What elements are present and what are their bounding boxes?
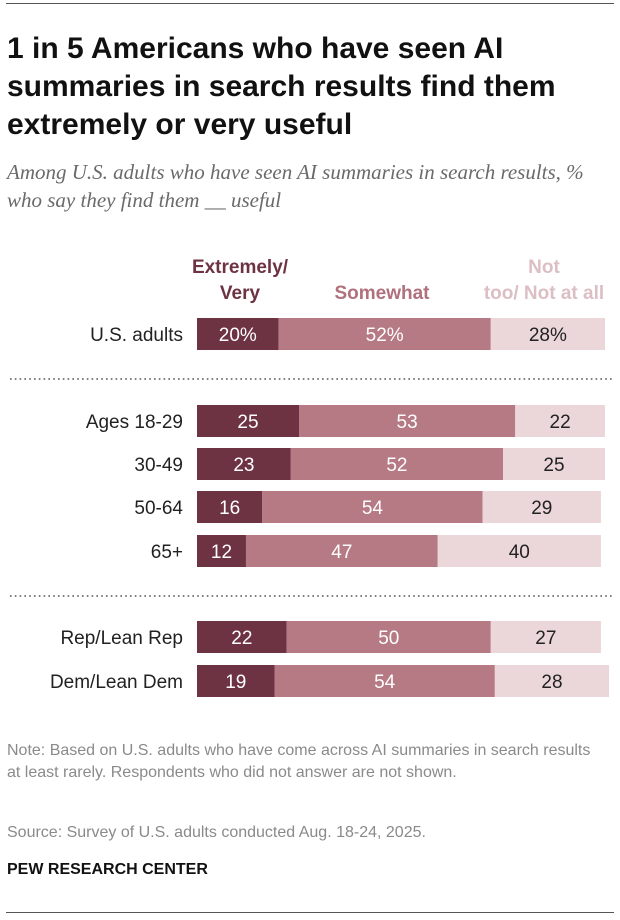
row-label: Rep/Lean Rep bbox=[60, 628, 183, 649]
bar-segment-somewhat bbox=[262, 491, 483, 523]
bar-segment-somewhat bbox=[286, 621, 491, 653]
stacked-bar-chart: Extremely/Very Somewhat Not too/ Not at all… bbox=[10, 257, 612, 697]
legend-label-extremely-very: Extremely/Very bbox=[192, 257, 289, 304]
bar-segment-extremely-very bbox=[197, 621, 287, 653]
bar-segment-not-too bbox=[490, 318, 605, 350]
data-label-somewhat: 50 bbox=[378, 628, 399, 649]
bar-segment-not-too bbox=[490, 621, 601, 653]
bar-segment-extremely-very bbox=[197, 448, 291, 480]
bar-segment-extremely-very bbox=[197, 318, 279, 350]
bar-segment-extremely-very bbox=[197, 535, 246, 567]
bar-segment-not-too bbox=[482, 491, 601, 523]
data-label-extremely-very: 23 bbox=[233, 455, 254, 476]
legend-label-somewhat: Somewhat bbox=[334, 283, 430, 304]
chart-source: Source: Survey of U.S. adults conducted … bbox=[7, 824, 426, 841]
top-rule bbox=[6, 3, 614, 4]
legend-label-not-too: Not too/ Not at all bbox=[484, 257, 604, 304]
chart-title: 1 in 5 Americans who have seen AI summar… bbox=[7, 32, 556, 141]
data-label-not-too: 29 bbox=[531, 498, 552, 519]
data-label-not-too: 25 bbox=[543, 455, 564, 476]
bar-segment-somewhat bbox=[278, 318, 491, 350]
data-label-extremely-very: 20% bbox=[219, 325, 257, 346]
row-label: 30-49 bbox=[134, 455, 183, 476]
data-label-somewhat: 52 bbox=[386, 455, 407, 476]
data-label-extremely-very: 22 bbox=[231, 628, 252, 649]
chart-note: Note: Based on U.S. adults who have come… bbox=[7, 742, 591, 781]
data-label-extremely-very: 19 bbox=[225, 672, 246, 693]
bar-segment-somewhat bbox=[274, 665, 495, 697]
bar-segment-somewhat bbox=[299, 405, 516, 437]
data-label-somewhat: 47 bbox=[331, 542, 352, 563]
data-label-extremely-very: 25 bbox=[237, 412, 258, 433]
row-label: 50-64 bbox=[134, 498, 183, 519]
bar-segment-not-too bbox=[437, 535, 601, 567]
bar-segment-extremely-very bbox=[197, 665, 275, 697]
bottom-rule bbox=[6, 912, 614, 913]
data-label-not-too: 22 bbox=[550, 412, 571, 433]
data-label-not-too: 28 bbox=[541, 672, 562, 693]
row-label: U.S. adults bbox=[90, 325, 183, 346]
data-label-not-too: 28% bbox=[529, 325, 567, 346]
data-label-somewhat: 54 bbox=[374, 672, 396, 693]
data-label-not-too: 40 bbox=[509, 542, 530, 563]
bar-segment-not-too bbox=[503, 448, 605, 480]
row-label: Ages 18-29 bbox=[86, 412, 183, 433]
bar-segment-extremely-very bbox=[197, 491, 263, 523]
brand-logo-text: PEW RESEARCH CENTER bbox=[7, 861, 208, 878]
bar-segment-not-too bbox=[515, 405, 605, 437]
bar-segment-not-too bbox=[494, 665, 610, 697]
data-label-somewhat: 53 bbox=[397, 412, 418, 433]
data-label-extremely-very: 16 bbox=[219, 498, 240, 519]
bar-segment-somewhat bbox=[245, 535, 438, 567]
chart-subtitle: Among U.S. adults who have seen AI summa… bbox=[7, 160, 584, 212]
row-label: 65+ bbox=[151, 542, 183, 563]
data-label-somewhat: 54 bbox=[362, 498, 384, 519]
data-label-not-too: 27 bbox=[535, 628, 556, 649]
bar-segment-somewhat bbox=[290, 448, 503, 480]
data-label-extremely-very: 12 bbox=[211, 542, 232, 563]
data-label-somewhat: 52% bbox=[366, 325, 404, 346]
bar-segment-extremely-very bbox=[197, 405, 299, 437]
row-label: Dem/Lean Dem bbox=[50, 672, 183, 693]
